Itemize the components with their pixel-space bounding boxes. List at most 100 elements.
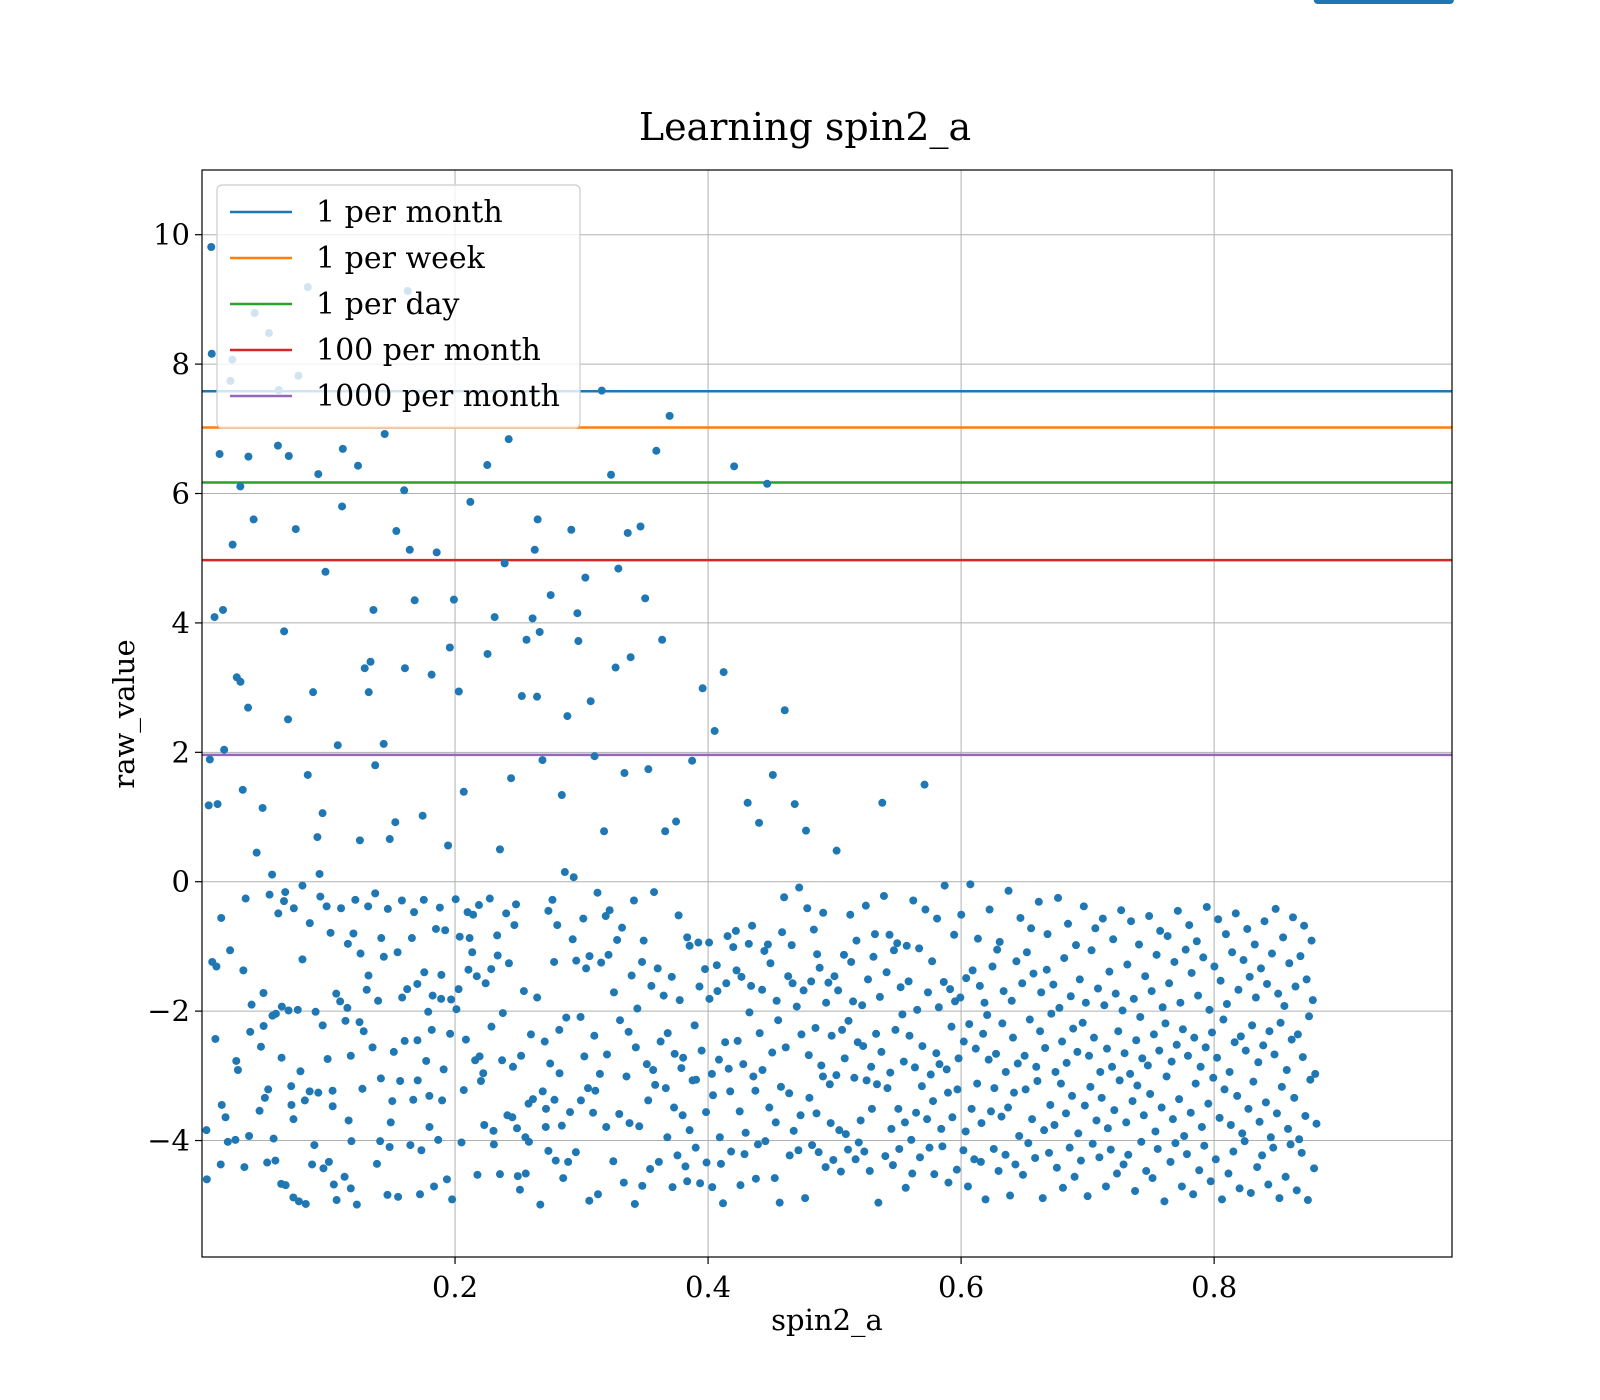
scatter-point	[439, 1065, 448, 1074]
scatter-point	[1016, 913, 1025, 922]
scatter-point	[626, 653, 635, 662]
scatter-point	[1211, 1155, 1220, 1164]
scatter-point	[1241, 1046, 1250, 1055]
scatter-point	[364, 688, 373, 697]
scatter-point	[973, 934, 982, 943]
scatter-point	[872, 1080, 881, 1089]
scatter-point	[459, 1086, 468, 1095]
scatter-point	[605, 906, 614, 915]
scatter-point	[298, 881, 307, 890]
scatter-point	[685, 1126, 694, 1135]
scatter-point	[613, 935, 622, 944]
scatter-point	[862, 1076, 871, 1085]
scatter-point	[1101, 1182, 1110, 1191]
scatter-point	[1068, 1091, 1077, 1100]
scatter-point	[1222, 1000, 1231, 1009]
scatter-point	[795, 883, 804, 892]
scatter-point	[1259, 1041, 1268, 1050]
scatter-point	[1129, 994, 1138, 1003]
scatter-point	[1032, 1062, 1041, 1071]
scatter-point	[934, 1003, 943, 1012]
scatter-point	[1109, 935, 1118, 944]
y-axis-label: raw_value	[107, 639, 142, 788]
scatter-point	[1225, 1067, 1234, 1076]
scatter-point	[625, 1119, 634, 1128]
scatter-point	[997, 1112, 1006, 1121]
scatter-point	[1231, 909, 1240, 918]
scatter-point	[358, 1084, 367, 1093]
scatter-point	[454, 687, 463, 696]
scatter-point	[663, 1133, 672, 1142]
scatter-point	[690, 1021, 699, 1030]
scatter-point	[202, 1175, 211, 1184]
scatter-point	[589, 1108, 598, 1117]
scatter-point	[548, 895, 557, 904]
scatter-point	[432, 548, 441, 557]
scatter-point	[597, 386, 606, 395]
scatter-point	[1155, 1046, 1164, 1055]
scatter-point	[391, 818, 400, 827]
scatter-point	[921, 905, 930, 914]
scatter-point	[854, 1138, 863, 1147]
scatter-point	[707, 1069, 716, 1078]
scatter-point	[1221, 930, 1230, 939]
scatter-point	[445, 643, 454, 652]
scatter-point	[814, 1148, 823, 1157]
scatter-point	[681, 1162, 690, 1171]
scatter-point	[775, 1198, 784, 1207]
scatter-point	[852, 936, 861, 945]
scatter-point	[388, 1097, 397, 1106]
scatter-point	[207, 349, 216, 358]
scatter-point	[624, 1027, 633, 1036]
scatter-point	[284, 715, 293, 724]
scatter-points	[202, 0, 1454, 1209]
scatter-point	[894, 1104, 903, 1113]
scatter-point	[415, 1190, 424, 1199]
scatter-point	[609, 1157, 618, 1166]
scatter-point	[797, 1030, 806, 1039]
scatter-point	[474, 901, 483, 910]
scatter-point	[651, 1080, 660, 1089]
scatter-point	[1229, 1147, 1238, 1156]
scatter-point	[1248, 1021, 1257, 1030]
scatter-point	[653, 964, 662, 973]
scatter-point	[760, 946, 769, 955]
scatter-point	[638, 1181, 647, 1190]
scatter-point	[847, 957, 856, 966]
scatter-point	[785, 1089, 794, 1098]
scatter-point	[512, 900, 521, 909]
scatter-point	[1055, 1003, 1064, 1012]
scatter-point	[1075, 975, 1084, 984]
scatter-point	[776, 1082, 785, 1091]
scatter-point	[476, 1077, 485, 1086]
scatter-point	[962, 974, 971, 983]
scatter-point	[383, 904, 392, 913]
scatter-point	[1254, 1058, 1263, 1067]
scatter-point	[986, 1107, 995, 1116]
scatter-point	[770, 1174, 779, 1183]
scatter-point	[722, 979, 731, 988]
scatter-point	[909, 896, 918, 905]
scatter-point	[236, 677, 245, 686]
scatter-point	[834, 986, 843, 995]
scatter-point	[524, 1137, 533, 1146]
scatter-point	[465, 934, 474, 943]
scatter-point	[679, 1053, 688, 1062]
scatter-point	[289, 1115, 298, 1124]
scatter-point	[902, 941, 911, 950]
scatter-point	[1128, 1097, 1137, 1106]
scatter-point	[1050, 1121, 1059, 1130]
scatter-point	[1087, 946, 1096, 955]
scatter-point	[915, 944, 924, 953]
scatter-point	[952, 1165, 961, 1174]
scatter-point	[573, 609, 582, 618]
scatter-point	[818, 1072, 827, 1081]
scatter-point	[805, 1093, 814, 1102]
scatter-point	[217, 913, 226, 922]
scatter-point	[341, 1016, 350, 1025]
y-tick-label: 4	[172, 606, 190, 640]
scatter-point	[1238, 1129, 1247, 1138]
scatter-point	[804, 1051, 813, 1060]
scatter-point	[593, 888, 602, 897]
scatter-point	[875, 992, 884, 1001]
